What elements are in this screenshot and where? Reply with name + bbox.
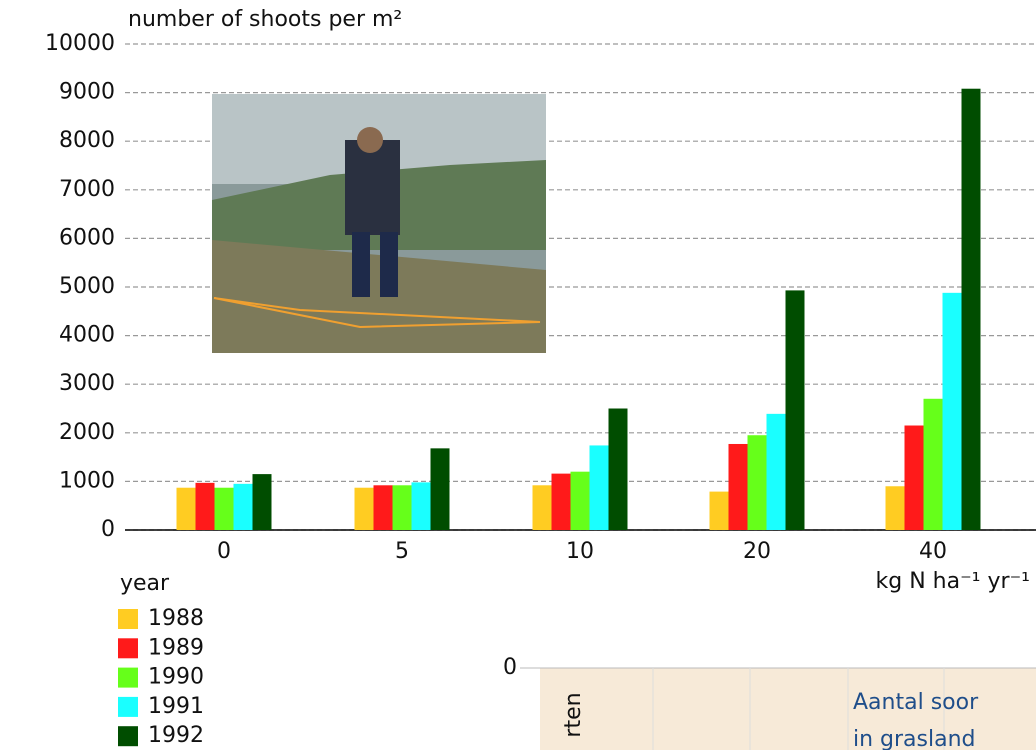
photo [212,94,546,353]
x-axis-label: kg N ha⁻¹ yr⁻¹ [876,569,1031,594]
bar [354,487,374,530]
legend-label: 1992 [148,723,204,748]
x-tick-label: 20 [743,539,771,564]
bar [709,491,729,530]
bar [551,473,571,530]
legend-label: 1989 [148,635,204,660]
legend-title: year [120,571,170,596]
legend-swatch [118,696,138,717]
inset-axis-label: 0 [503,655,517,680]
bar [766,413,786,530]
legend-label: 1988 [148,606,204,631]
legend-swatch [118,638,138,659]
y-tick-label: 1000 [59,468,115,493]
y-tick-label: 2000 [59,420,115,445]
y-tick-label: 9000 [59,80,115,105]
bar [430,448,450,530]
bar [233,483,253,530]
bar [923,398,943,530]
legend-label: 1991 [148,694,204,719]
bar [785,290,805,530]
bar [942,292,962,530]
bar [608,408,628,530]
y-tick-label: 0 [101,517,115,542]
bar [885,486,905,530]
y-tick-label: 3000 [59,371,115,396]
bar [961,88,981,530]
legend-swatch [118,726,138,747]
bar [904,425,924,530]
y-tick-label: 4000 [59,323,115,348]
inset-text: Aantal soor [853,690,979,715]
legend-swatch [118,609,138,629]
y-tick-label: 5000 [59,274,115,299]
x-tick-label: 0 [217,539,231,564]
bar [392,485,412,530]
y-tick-label: 10000 [45,31,115,56]
x-tick-label: 5 [395,539,409,564]
bar [411,482,431,530]
legend-label: 1990 [148,665,204,690]
chart-title: number of shoots per m² [128,7,402,32]
y-tick-label: 8000 [59,128,115,153]
x-tick-label: 10 [566,539,594,564]
inset-vertical-text: rten [561,692,586,737]
bar [728,443,748,530]
bar [747,435,767,530]
bar [589,445,609,530]
x-tick-label: 40 [919,539,947,564]
y-tick-label: 6000 [59,225,115,250]
inset-panel: 0 rten Aantal soor in grasland [503,655,1036,750]
bar [176,487,196,530]
inset-text: in grasland [853,727,976,750]
y-tick-label: 7000 [59,177,115,202]
bar [195,482,215,530]
legend-swatch [118,667,138,688]
bar [570,471,590,530]
bar [532,485,552,530]
bar [214,487,234,530]
bar [252,474,272,530]
bar [373,485,393,530]
